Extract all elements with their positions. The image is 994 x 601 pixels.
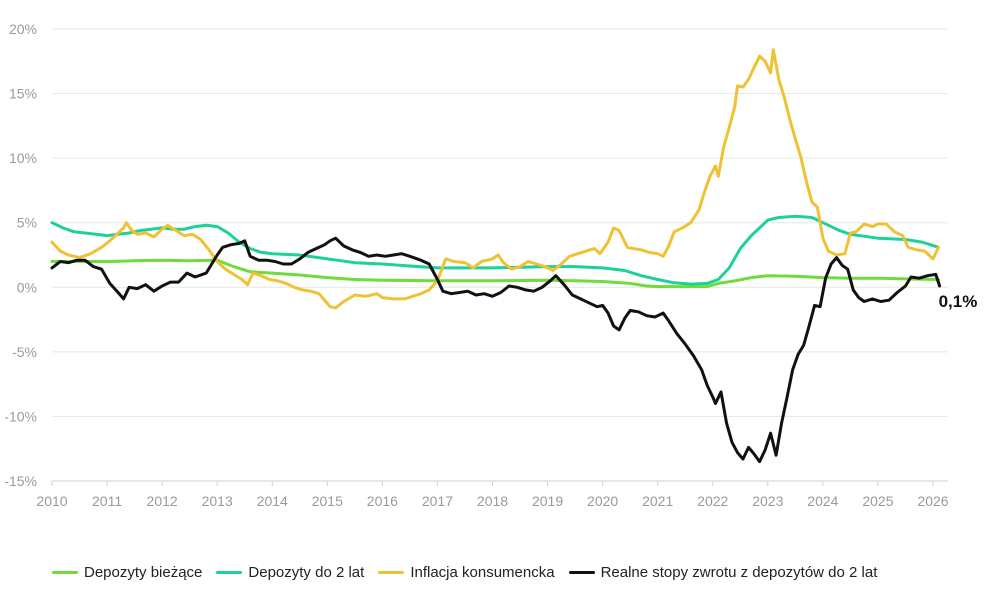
legend-label: Inflacja konsumencka (410, 563, 555, 581)
x-tick-label: 2025 (862, 493, 893, 509)
chart-legend: Depozyty bieżące Depozyty do 2 lat Inflacj… (52, 562, 891, 582)
legend-swatch (216, 570, 243, 574)
legend-swatch (568, 570, 595, 574)
legend-item: Depozyty bieżące (52, 564, 202, 581)
legend-item: Depozyty do 2 lat (216, 564, 364, 581)
x-tick-label: 2019 (532, 493, 563, 509)
x-tick-label: 2016 (367, 493, 398, 509)
y-tick-label: 15% (9, 86, 37, 102)
series-line-2 (50, 48, 940, 310)
x-tick-label: 2017 (422, 493, 453, 509)
legend-item: Realne stopy zwrotu z depozytów do 2 lat (568, 563, 878, 581)
axis-labels: 20% 15% 10% 5% 0% -5% -10% -15% 2010 2011 2012 2013… (4, 21, 948, 509)
x-tick-label: 2022 (697, 493, 728, 509)
x-tick-label: 2014 (257, 493, 288, 509)
legend-label: Depozyty do 2 lat (248, 563, 365, 581)
legend-label: Depozyty bieżące (84, 563, 203, 581)
y-tick-label: 20% (9, 21, 37, 37)
y-tick-label: 0% (17, 279, 37, 295)
x-tick-label: 2012 (147, 493, 178, 509)
x-tick-label: 2023 (752, 493, 783, 509)
legend-swatch (378, 570, 405, 574)
x-tick-label: 2026 (917, 493, 948, 509)
x-tick-label: 2024 (807, 493, 838, 509)
x-tick-label: 2020 (587, 493, 618, 509)
x-tick-label: 2021 (642, 493, 673, 509)
y-tick-label: 10% (9, 150, 37, 166)
x-tick-label: 2018 (477, 493, 508, 509)
series-line-0 (50, 258, 940, 289)
legend-swatch (52, 570, 78, 574)
gridlines (51, 28, 948, 486)
x-tick-label: 2015 (312, 493, 343, 509)
series-line-3 (50, 236, 942, 464)
x-tick-label: 2010 (36, 493, 67, 509)
y-tick-label: -5% (12, 344, 37, 360)
legend-label: Realne stopy zwrotu z depozytów do 2 lat (600, 563, 878, 581)
x-tick-label: 2013 (202, 493, 233, 509)
y-tick-label: 5% (17, 215, 37, 231)
end-value-label: 0,1% (939, 292, 978, 311)
series-line-1 (50, 214, 940, 286)
legend-item: Inflacja konsumencka (378, 563, 555, 581)
series-lines (50, 48, 942, 464)
y-tick-label: -10% (4, 408, 37, 424)
y-tick-label: -15% (4, 473, 37, 489)
x-tick-label: 2011 (92, 493, 122, 509)
